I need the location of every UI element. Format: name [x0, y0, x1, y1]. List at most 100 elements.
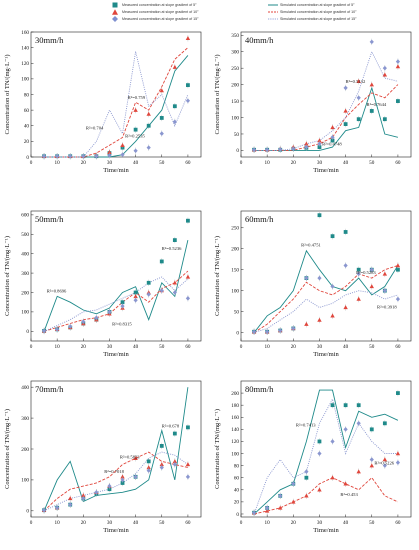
legend-mark	[112, 2, 118, 8]
y-tick-label: 200	[21, 447, 29, 453]
legend-swatch	[268, 4, 278, 6]
data-point-slope-15	[265, 147, 270, 153]
data-point-slope-5	[317, 213, 322, 218]
data-point-slope-5	[356, 403, 361, 408]
x-tick-label: 40	[343, 160, 349, 166]
data-point-slope-5	[146, 459, 151, 464]
x-tick-label: 10	[265, 160, 271, 166]
series-line-slope-15	[44, 51, 189, 158]
x-axis-label: Time/min	[103, 351, 129, 358]
y-tick-label: 20	[24, 139, 30, 145]
data-point-slope-10	[395, 263, 401, 268]
legend-item: Measured concentration at slope gradient…	[110, 2, 197, 8]
r2-annotation: R²=0.704	[86, 126, 104, 131]
legend-swatch	[112, 2, 118, 8]
r2-annotation: R²=0.5283	[356, 270, 376, 275]
panel-label: 70mm/h	[35, 384, 64, 394]
data-point-slope-10	[395, 451, 401, 456]
y-tick-label: 200	[231, 391, 239, 397]
data-point-slope-15	[185, 474, 191, 480]
y-axis-label: Concentration of TN/(mg·L⁻¹)	[214, 236, 221, 316]
plot-frame	[240, 31, 412, 158]
plot-frame	[30, 31, 202, 158]
data-point-slope-15	[133, 474, 138, 480]
y-tick-label: 100	[21, 310, 29, 316]
data-point-slope-15	[304, 275, 309, 281]
data-point-slope-5	[186, 83, 190, 88]
data-point-slope-15	[68, 153, 73, 159]
y-axis-label: Concentration of TN/(mg·L⁻¹)	[4, 409, 11, 489]
y-tick-label: 300	[21, 271, 29, 277]
data-point-slope-10	[120, 474, 125, 479]
data-point-slope-5	[343, 230, 348, 234]
y-tick-label: 100	[231, 451, 239, 457]
chart-legend: Measured concentration at slope gradient…	[0, 0, 419, 26]
y-tick-label: 0	[236, 148, 239, 154]
y-tick-label: 0	[26, 509, 29, 515]
data-point-slope-15	[81, 319, 86, 324]
y-tick-label: 250	[231, 226, 239, 232]
data-point-slope-5	[133, 290, 138, 295]
chart-panel: 0 10 20 30 40 50 60 0 20 40 60 80 100 120 140 160 180 200…	[214, 380, 412, 534]
data-point-slope-10	[172, 64, 178, 69]
data-point-slope-5	[317, 439, 322, 444]
data-point-slope-15	[81, 496, 86, 501]
data-point-slope-15	[369, 457, 374, 462]
x-axis-label: Time/min	[103, 167, 129, 174]
data-point-slope-15	[107, 309, 112, 315]
data-point-slope-15	[330, 439, 335, 444]
data-point-slope-15	[94, 315, 99, 321]
data-point-slope-15	[265, 505, 270, 511]
y-tick-label: 0	[236, 512, 239, 518]
series-line-slope-10	[43, 270, 189, 332]
legend-item: Simulated concentration at slope gradien…	[268, 2, 355, 8]
data-point-slope-10	[278, 505, 283, 510]
x-axis-label: Time/min	[313, 167, 339, 174]
series-line-slope-15	[43, 451, 189, 512]
y-tick-label: 100	[231, 115, 239, 121]
series-line-slope-5	[43, 239, 189, 332]
data-point-slope-15	[94, 153, 99, 159]
legend-label: Measured concentration at slope gradient…	[122, 10, 199, 14]
r2-annotation: R²=0.5823	[120, 454, 140, 459]
legend-label: Simulated concentration at slope gradien…	[280, 17, 357, 21]
data-point-slope-5	[172, 431, 177, 436]
panel-label: 30mm/h	[35, 35, 64, 45]
y-tick-label: 80	[234, 463, 240, 469]
y-axis-label: Concentration of TN/(mg·L⁻¹)	[214, 409, 221, 489]
data-point-slope-10	[107, 150, 112, 155]
y-axis-label: Concentration of TN/(mg·L⁻¹)	[4, 236, 11, 316]
data-point-slope-15	[159, 131, 164, 136]
chart-panel: 0 10 20 30 40 50 60 0 50 100 150 200 250 Time/min Conc…	[214, 210, 412, 358]
data-point-slope-15	[330, 284, 335, 289]
data-point-slope-15	[251, 329, 257, 335]
data-point-slope-15	[317, 275, 322, 281]
series-line-slope-15	[254, 50, 399, 151]
data-point-slope-10	[133, 455, 138, 460]
series-line-slope-5	[44, 55, 189, 158]
y-tick-label: 120	[21, 61, 29, 67]
data-point-slope-15	[251, 147, 257, 153]
data-point-slope-5	[172, 238, 177, 243]
data-point-slope-15	[356, 421, 361, 426]
y-tick-label: 200	[231, 82, 239, 88]
data-point-slope-15	[68, 324, 73, 329]
x-tick-label: 10	[265, 344, 271, 350]
y-axis-label: Concentration of TN/(mg·L⁻¹)	[214, 55, 221, 135]
data-point-slope-15	[41, 328, 47, 334]
x-axis-label: Time/min	[103, 527, 129, 534]
data-point-slope-10	[68, 496, 73, 501]
y-tick-label: 40	[24, 124, 30, 130]
y-tick-label: 100	[231, 288, 239, 294]
legend-mark	[112, 16, 118, 22]
x-tick-label: 0	[240, 344, 243, 350]
r2-annotation: R²=0.678	[162, 423, 180, 428]
data-point-slope-10	[304, 321, 309, 326]
data-point-slope-15	[185, 296, 191, 301]
data-point-slope-15	[120, 152, 125, 157]
data-point-slope-10	[317, 138, 322, 143]
data-point-slope-15	[304, 469, 309, 474]
x-tick-label: 20	[291, 160, 297, 166]
data-point-slope-10	[356, 79, 361, 84]
r2-annotation: R²=0.7018	[104, 469, 124, 474]
